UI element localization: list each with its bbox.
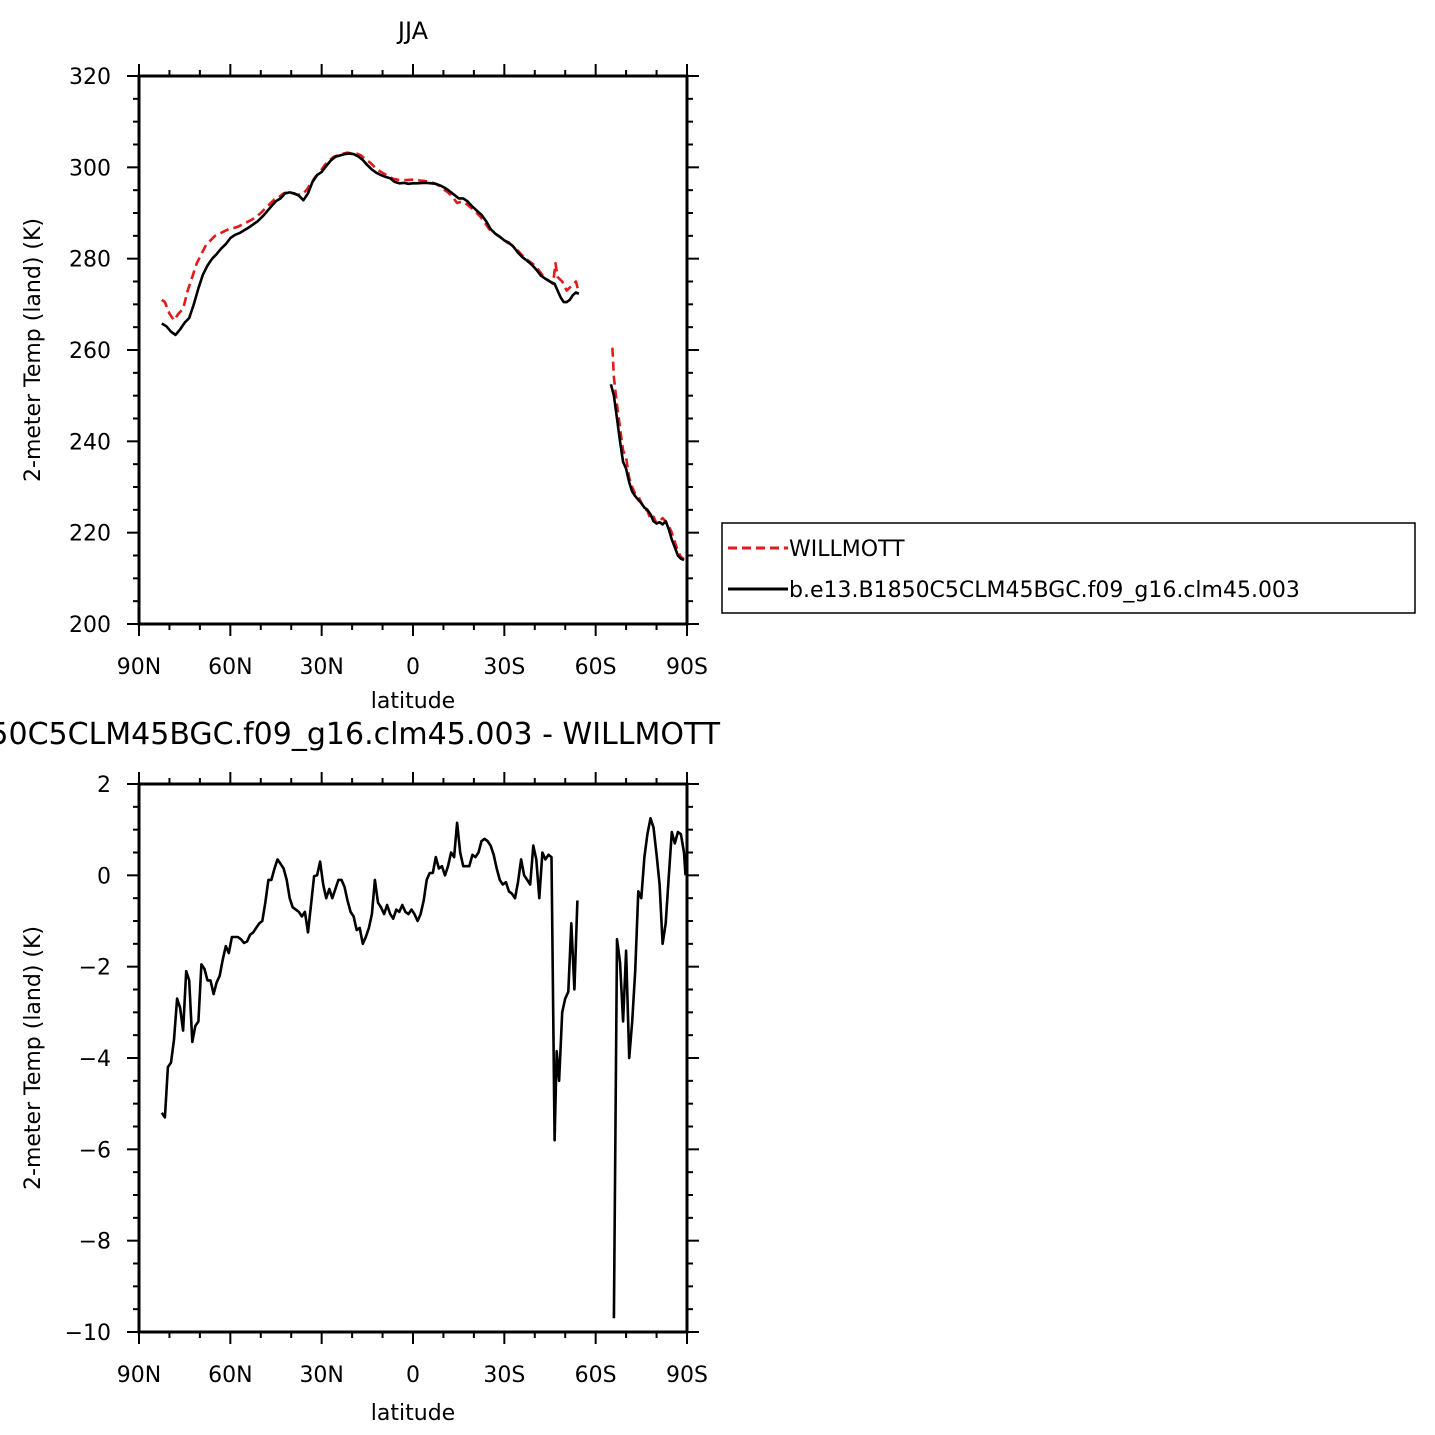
y-tick-label: 320 bbox=[69, 65, 111, 90]
y-tick-label: −2 bbox=[79, 956, 111, 981]
bottom-ticks bbox=[127, 772, 699, 1344]
y-tick-label: 2 bbox=[97, 773, 111, 798]
x-tick-label: 90S bbox=[666, 655, 708, 680]
x-tick-label: 0 bbox=[406, 655, 420, 680]
series-line-1-segment-0 bbox=[161, 152, 580, 337]
y-tick-label: 240 bbox=[69, 430, 111, 455]
series-line-0-segment-0 bbox=[160, 821, 579, 1142]
x-tick-label: 30S bbox=[483, 655, 525, 680]
y-tick-label: 200 bbox=[69, 613, 111, 638]
legend-label-willmott: WILLMOTT bbox=[789, 537, 905, 562]
x-tick-label: 30S bbox=[483, 1363, 525, 1388]
y-tick-label: −4 bbox=[79, 1047, 111, 1072]
legend: WILLMOTT b.e13.B1850C5CLM45BGC.f09_g16.c… bbox=[721, 522, 1416, 614]
x-tick-label: 60S bbox=[575, 1363, 617, 1388]
bottom-x-axis-label: latitude bbox=[371, 1401, 455, 1426]
top-title: JJA bbox=[396, 17, 429, 45]
x-tick-label: 30N bbox=[299, 1363, 343, 1388]
y-tick-label: 0 bbox=[97, 864, 111, 889]
x-tick-label: 60N bbox=[208, 1363, 252, 1388]
y-tick-label: 280 bbox=[69, 248, 111, 273]
top-y-tick-labels: 200 220 240 260 280 300 320 bbox=[69, 65, 111, 638]
x-tick-label: 90N bbox=[117, 1363, 161, 1388]
bottom-x-tick-labels: 90N 60N 30N 0 30S 60S 90S bbox=[117, 1363, 708, 1388]
bottom-title: b.e13.B1850C5CLM45BGC.f09_g16.clm45.003 … bbox=[0, 717, 721, 752]
x-tick-label: 90S bbox=[666, 1363, 708, 1388]
top-panel: JJA 200 220 240 260 280 300 320 90N 60N 30N 0 30S 6… bbox=[21, 17, 708, 714]
y-tick-label: 260 bbox=[69, 339, 111, 364]
y-tick-label: 300 bbox=[69, 156, 111, 181]
top-lines bbox=[161, 151, 685, 562]
x-tick-label: 90N bbox=[117, 655, 161, 680]
series-line-0-segment-0 bbox=[161, 151, 581, 322]
x-tick-label: 60N bbox=[208, 655, 252, 680]
bottom-plot-frame bbox=[137, 782, 689, 1334]
y-tick-label: 220 bbox=[69, 522, 111, 547]
series-line-1-segment-1 bbox=[609, 383, 685, 562]
top-y-axis-label: 2-meter Temp (land) (K) bbox=[21, 218, 46, 482]
top-x-axis-label: latitude bbox=[371, 689, 455, 714]
bottom-lines bbox=[160, 817, 687, 1319]
y-tick-label: −8 bbox=[79, 1230, 111, 1255]
series-line-0-segment-1 bbox=[612, 817, 687, 1319]
top-x-tick-labels: 90N 60N 30N 0 30S 60S 90S bbox=[117, 655, 708, 680]
x-tick-label: 60S bbox=[575, 655, 617, 680]
x-tick-label: 30N bbox=[299, 655, 343, 680]
bottom-y-tick-labels: −10 −8 −6 −4 −2 0 2 bbox=[65, 773, 111, 1346]
top-ticks bbox=[127, 64, 699, 636]
bottom-panel: b.e13.B1850C5CLM45BGC.f09_g16.clm45.003 … bbox=[0, 717, 721, 1426]
legend-box bbox=[721, 522, 1416, 614]
legend-label-model: b.e13.B1850C5CLM45BGC.f09_g16.clm45.003 bbox=[789, 578, 1300, 603]
top-plot-frame bbox=[137, 74, 689, 626]
x-tick-label: 0 bbox=[406, 1363, 420, 1388]
bottom-y-axis-label: 2-meter Temp (land) (K) bbox=[21, 926, 46, 1190]
y-tick-label: −10 bbox=[65, 1321, 111, 1346]
y-tick-label: −6 bbox=[79, 1138, 111, 1163]
